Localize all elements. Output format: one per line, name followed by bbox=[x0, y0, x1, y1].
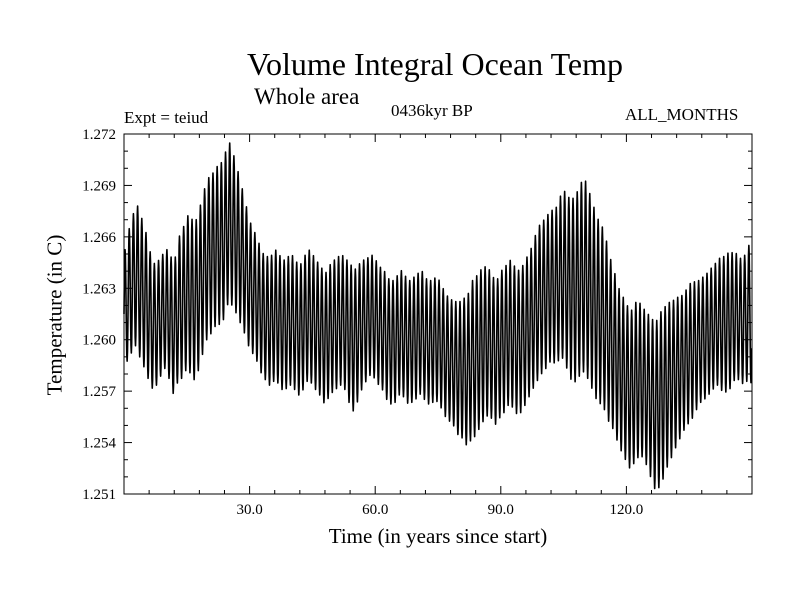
y-tick-label: 1.257 bbox=[82, 384, 116, 400]
y-tick-label: 1.272 bbox=[82, 127, 116, 143]
chart-subtitle: Whole area bbox=[254, 84, 360, 109]
y-tick-label: 1.269 bbox=[82, 178, 116, 194]
x-tick-label: 30.0 bbox=[236, 502, 262, 518]
y-tick-label: 1.254 bbox=[82, 436, 116, 452]
plot-frame bbox=[123, 133, 753, 495]
y-tick-label: 1.260 bbox=[82, 333, 116, 349]
x-tick-label: 120.0 bbox=[610, 502, 644, 518]
axes-layer: 1.251 1.254 1.257 1.260 1.263 1.266 1.269 1.272… bbox=[82, 127, 753, 518]
experiment-label: Expt = teiud bbox=[124, 108, 209, 127]
y-tick-label: 1.251 bbox=[82, 487, 116, 503]
x-axis-label: Time (in years since start) bbox=[328, 524, 548, 548]
x-tick-label: 90.0 bbox=[488, 502, 514, 518]
y-tick-label: 1.263 bbox=[82, 281, 116, 297]
series-line bbox=[123, 142, 753, 490]
period-label: 0436kyr BP bbox=[391, 101, 473, 120]
y-tick-label: 1.266 bbox=[82, 230, 116, 246]
months-label: ALL_MONTHS bbox=[625, 105, 739, 124]
x-tick-label: 60.0 bbox=[362, 502, 388, 518]
chart-title: Volume Integral Ocean Temp bbox=[246, 46, 623, 82]
series-layer bbox=[123, 142, 753, 490]
